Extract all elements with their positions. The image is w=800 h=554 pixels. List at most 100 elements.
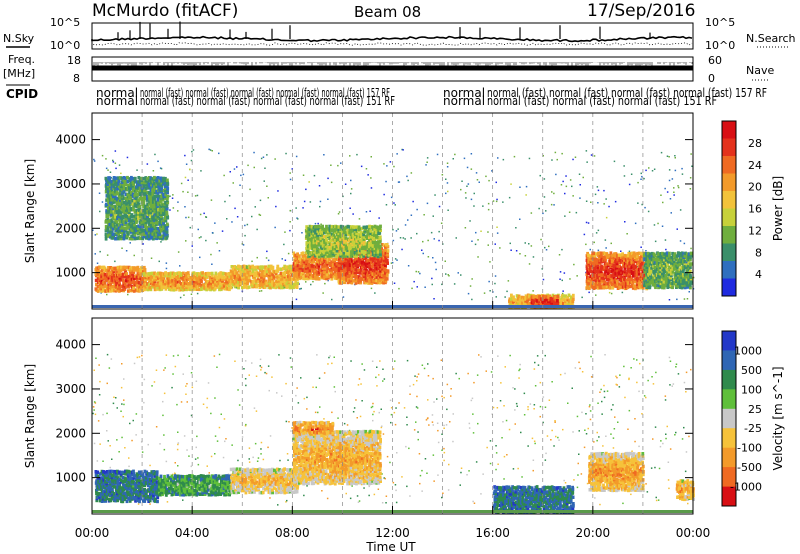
data-cell	[133, 230, 137, 234]
data-cell	[608, 281, 612, 286]
scatter-cell	[477, 239, 479, 241]
data-cell	[628, 284, 632, 289]
data-cell	[142, 176, 145, 181]
data-cell	[373, 270, 377, 275]
scatter-cell	[300, 287, 302, 290]
data-cell	[276, 269, 280, 273]
data-cell	[375, 263, 379, 267]
data-cell	[115, 202, 119, 207]
data-cell	[149, 184, 153, 189]
data-cell	[164, 176, 167, 181]
data-cell	[128, 212, 131, 217]
data-cell	[603, 252, 607, 256]
data-cell	[310, 233, 314, 237]
data-cell	[157, 184, 160, 188]
data-cell	[104, 202, 108, 207]
scatter-cell	[673, 191, 675, 193]
data-cell	[562, 298, 566, 302]
nave-top-tick: 60	[708, 54, 722, 67]
data-cell	[125, 274, 128, 278]
data-cell	[330, 232, 334, 237]
scatter-cell	[480, 230, 482, 232]
data-cell	[616, 266, 619, 270]
data-cell	[288, 264, 292, 269]
data-cell	[628, 264, 632, 268]
data-cell	[376, 240, 380, 244]
scatter-cell	[92, 229, 94, 231]
scatter-cell	[519, 218, 521, 220]
data-cell	[142, 198, 146, 203]
data-cell	[332, 231, 336, 235]
data-cell	[323, 239, 326, 243]
data-cell	[321, 227, 325, 231]
data-cell	[128, 218, 131, 223]
data-cell	[330, 248, 334, 253]
data-cell	[194, 287, 197, 291]
data-cell	[212, 280, 215, 284]
data-cell	[253, 283, 257, 288]
data-cell	[360, 252, 364, 256]
scatter-cell	[199, 256, 201, 259]
data-cell	[379, 257, 383, 261]
data-cell	[117, 223, 121, 227]
data-cell	[271, 269, 275, 274]
data-cell	[124, 214, 128, 219]
data-cell	[197, 279, 201, 283]
scatter-cell	[688, 291, 690, 293]
data-cell	[379, 272, 382, 277]
data-cell	[147, 230, 151, 235]
data-cell	[384, 254, 387, 259]
data-cell	[267, 283, 271, 287]
data-cell	[189, 279, 192, 284]
data-cell	[312, 259, 316, 264]
data-cell	[100, 278, 104, 282]
data-cell	[279, 285, 283, 290]
scatter-cell	[463, 157, 466, 160]
data-cell	[371, 252, 375, 257]
data-cell	[294, 281, 298, 286]
data-cell	[384, 279, 388, 283]
scatter-cell	[93, 158, 95, 161]
data-cell	[110, 193, 114, 197]
scatter-cell	[432, 215, 434, 217]
data-cell	[589, 274, 593, 278]
data-cell	[337, 225, 341, 229]
data-cell	[344, 238, 348, 243]
data-cell	[219, 281, 222, 286]
data-cell	[547, 295, 550, 299]
data-cell	[123, 282, 127, 286]
data-cell	[307, 274, 311, 279]
data-cell	[331, 228, 335, 233]
data-cell	[366, 243, 370, 247]
scatter-cell	[438, 230, 440, 233]
data-cell	[353, 231, 357, 235]
scatter-cell	[640, 246, 642, 248]
scatter-cell	[553, 204, 555, 206]
data-cell	[256, 276, 260, 281]
data-cell	[369, 257, 373, 261]
data-cell	[290, 273, 294, 277]
data-cell	[587, 270, 591, 274]
data-cell	[277, 267, 281, 271]
scatter-cell	[96, 262, 99, 264]
data-cell	[283, 275, 287, 279]
scatter-cell	[159, 167, 162, 169]
data-cell	[330, 250, 333, 255]
scatter-cell	[210, 253, 212, 256]
data-cell	[114, 285, 118, 289]
data-cell	[109, 213, 113, 217]
data-cell	[125, 272, 129, 276]
data-cell	[106, 278, 110, 282]
data-cell	[375, 248, 378, 253]
scatter-cell	[389, 161, 392, 163]
date-label: 17/Sep/2016	[587, 1, 695, 21]
data-cell	[149, 181, 153, 185]
data-cell	[374, 230, 378, 235]
cpid-row2-b: normal (fast) normal (fast) normal (fast…	[140, 94, 395, 108]
scatter-cell	[674, 155, 676, 157]
data-cell	[110, 198, 114, 202]
scatter-cell	[572, 158, 574, 161]
scatter-cell	[446, 166, 449, 168]
data-cell	[241, 285, 244, 290]
scatter-cell	[447, 274, 449, 276]
